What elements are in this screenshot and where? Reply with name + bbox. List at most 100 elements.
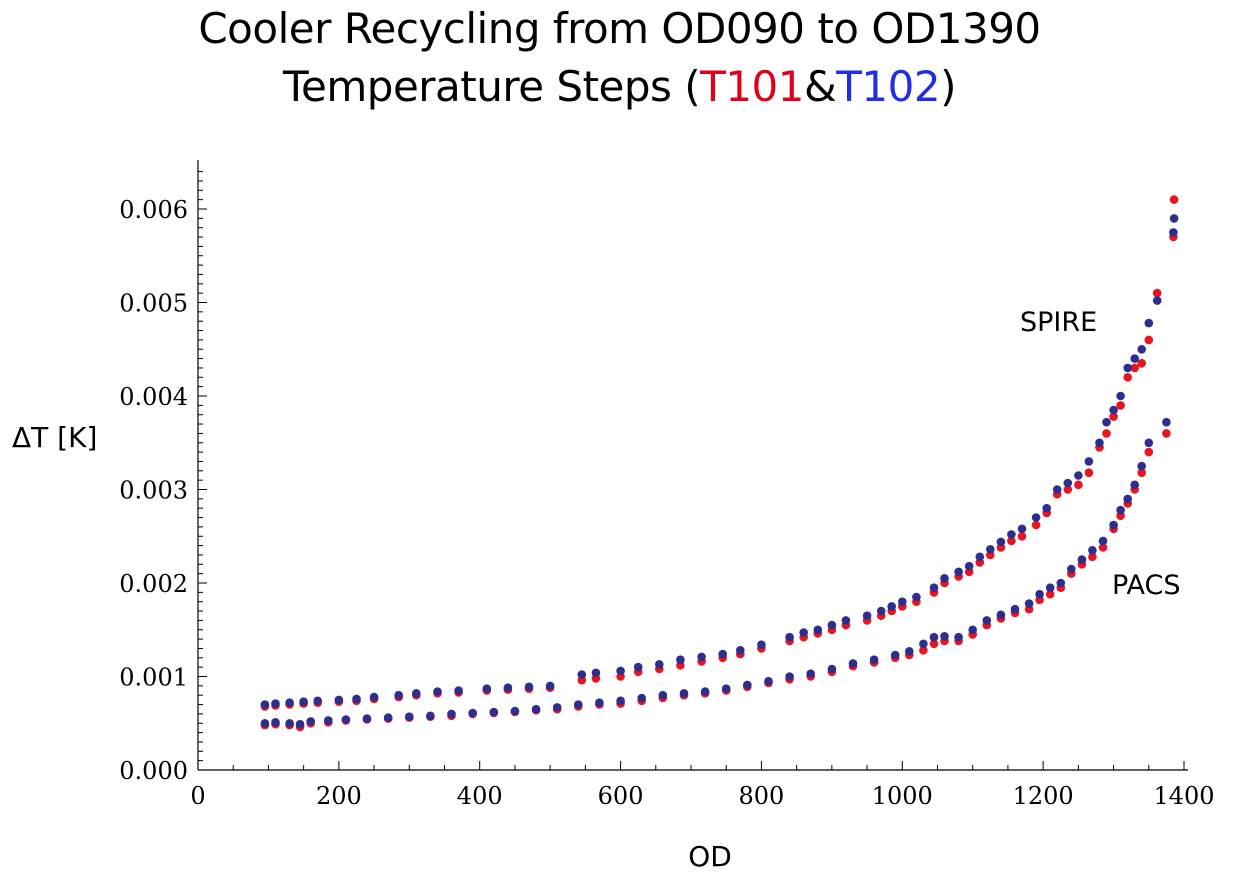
x-tick-label: 800 xyxy=(739,782,785,810)
y-tick-label: 0.001 xyxy=(119,664,188,692)
data-point-spire-t102 xyxy=(697,652,706,662)
data-point-spire-t101 xyxy=(1169,195,1179,204)
x-tick-label: 600 xyxy=(598,782,644,810)
data-point-spire-t101 xyxy=(1130,363,1139,373)
data-point-pacs-t102 xyxy=(426,711,435,721)
data-point-pacs-t102 xyxy=(341,715,351,724)
data-point-spire-t102 xyxy=(1130,354,1139,363)
data-point-pacs-t102 xyxy=(324,716,333,725)
data-point-spire-t102 xyxy=(285,698,294,707)
data-point-spire-t102 xyxy=(1074,471,1083,480)
data-point-spire-t102 xyxy=(433,687,442,696)
data-point-pacs-t102 xyxy=(890,650,900,660)
data-points xyxy=(260,195,1179,732)
data-point-pacs-t102 xyxy=(1077,555,1087,564)
data-point-pacs-t102 xyxy=(1098,536,1108,546)
data-point-pacs-t102 xyxy=(1144,438,1154,448)
y-tick-label: 0.000 xyxy=(119,757,188,785)
title-t101: T101 xyxy=(700,62,804,111)
data-point-spire-t102 xyxy=(876,606,886,616)
data-point-spire-t102 xyxy=(1052,485,1062,494)
data-point-spire-t102 xyxy=(655,660,664,669)
x-tick-label: 400 xyxy=(457,782,503,810)
data-point-spire-t102 xyxy=(996,537,1006,547)
data-point-spire-t102 xyxy=(260,700,270,709)
data-point-spire-t101 xyxy=(1031,520,1041,530)
data-point-pacs-t102 xyxy=(827,664,837,674)
data-point-spire-t102 xyxy=(986,545,995,554)
x-tick-label: 0 xyxy=(190,782,205,810)
data-point-pacs-t102 xyxy=(574,700,583,709)
data-point-spire-t102 xyxy=(1169,228,1178,237)
data-point-spire-t102 xyxy=(1137,345,1146,354)
data-point-spire-t102 xyxy=(633,662,643,672)
data-point-pacs-t102 xyxy=(489,707,499,717)
data-point-spire-t102 xyxy=(591,668,601,678)
data-point-spire-t102 xyxy=(929,583,939,592)
data-point-spire-t102 xyxy=(616,666,625,676)
data-point-spire-t102 xyxy=(799,628,808,637)
data-point-pacs-t102 xyxy=(869,655,879,664)
data-point-pacs-t102 xyxy=(848,659,858,668)
data-point-pacs-t102 xyxy=(1035,589,1044,599)
data-point-spire-t101 xyxy=(1137,359,1146,368)
data-point-pacs-t101 xyxy=(1162,429,1171,438)
data-point-spire-t102 xyxy=(1152,296,1162,305)
data-point-pacs-t102 xyxy=(271,718,280,727)
data-point-pacs-t102 xyxy=(637,693,646,703)
x-axis-label: OD xyxy=(688,840,732,873)
data-point-spire-t102 xyxy=(757,640,766,649)
data-point-pacs-t102 xyxy=(954,632,963,642)
data-point-pacs-t101 xyxy=(1098,543,1108,552)
data-point-spire-t101 xyxy=(1152,288,1162,298)
data-point-pacs-t102 xyxy=(383,713,393,722)
data-point-pacs-t102 xyxy=(1010,604,1020,614)
data-point-spire-t101 xyxy=(1116,401,1125,410)
annotation-spire: SPIRE xyxy=(1020,307,1097,338)
data-point-spire-t102 xyxy=(1144,318,1154,328)
data-point-pacs-t102 xyxy=(447,709,456,719)
data-point-pacs-t102 xyxy=(362,714,372,723)
data-point-spire-t102 xyxy=(940,574,949,583)
data-point-spire-t102 xyxy=(1095,438,1104,448)
data-point-pacs-t102 xyxy=(1137,461,1146,471)
data-point-pacs-t101 xyxy=(929,639,939,649)
data-point-pacs-t102 xyxy=(982,616,992,625)
data-point-spire-t102 xyxy=(898,597,907,606)
title-amp: & xyxy=(804,62,837,111)
title-prefix: Temperature Steps ( xyxy=(283,62,701,111)
data-point-spire-t102 xyxy=(813,625,823,635)
data-point-spire-t102 xyxy=(954,567,963,577)
data-point-pacs-t102 xyxy=(260,719,270,728)
data-point-spire-t102 xyxy=(271,699,280,708)
data-point-pacs-t102 xyxy=(700,687,710,696)
data-point-spire-t102 xyxy=(718,649,727,659)
data-point-spire-t102 xyxy=(1042,503,1051,513)
data-point-spire-t102 xyxy=(1102,417,1111,427)
data-point-spire-t102 xyxy=(577,670,587,679)
data-point-pacs-t102 xyxy=(510,706,520,716)
data-point-spire-t102 xyxy=(975,552,985,562)
y-tick-label: 0.002 xyxy=(119,570,188,598)
data-point-pacs-t102 xyxy=(785,672,794,681)
y-tick-label: 0.004 xyxy=(119,383,188,411)
data-point-pacs-t101 xyxy=(919,646,928,655)
data-point-spire-t102 xyxy=(1031,513,1041,522)
data-point-pacs-t102 xyxy=(658,690,668,700)
data-point-pacs-t102 xyxy=(764,676,773,686)
data-point-spire-t101 xyxy=(1084,468,1094,478)
data-point-pacs-t102 xyxy=(806,669,815,678)
data-point-spire-t102 xyxy=(1084,457,1094,466)
data-point-pacs-t102 xyxy=(1067,564,1076,574)
data-point-spire-t102 xyxy=(912,592,921,602)
data-point-spire-t101 xyxy=(1102,429,1111,438)
data-point-pacs-t102 xyxy=(1130,480,1139,490)
data-point-spire-t102 xyxy=(454,686,463,695)
data-point-spire-t101 xyxy=(1074,480,1083,490)
data-point-pacs-t102 xyxy=(996,610,1006,620)
data-point-spire-t102 xyxy=(1109,405,1118,415)
data-point-spire-t102 xyxy=(1123,363,1132,373)
data-point-pacs-t102 xyxy=(552,703,562,712)
data-point-pacs-t102 xyxy=(285,719,294,728)
data-point-pacs-t102 xyxy=(1088,546,1097,555)
